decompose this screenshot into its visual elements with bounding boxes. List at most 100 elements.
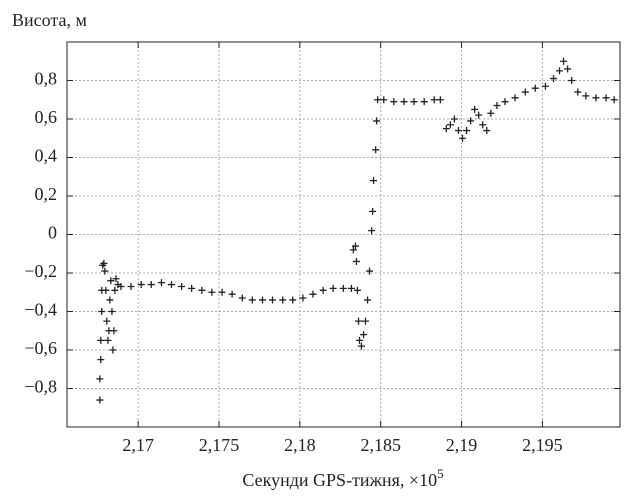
point [560, 57, 568, 65]
point [541, 82, 549, 90]
point [360, 331, 368, 339]
x-tick-label: 2,19 [446, 435, 478, 455]
plot-frame [66, 41, 621, 428]
point [279, 296, 287, 304]
point [167, 281, 175, 289]
point [248, 296, 256, 304]
point [610, 96, 618, 104]
point [364, 296, 372, 304]
y-axis-label: Висота, м [12, 10, 87, 30]
point [410, 98, 418, 106]
y-tick-label: −0,4 [24, 300, 57, 320]
point [355, 317, 363, 325]
x-tick-label: 2,175 [199, 435, 240, 455]
point [97, 356, 105, 364]
point [96, 375, 104, 383]
point [111, 286, 119, 294]
x-axis-label: Секунди GPS-тижня, ×105 [242, 466, 443, 490]
point [400, 98, 408, 106]
point [602, 94, 610, 102]
point [369, 207, 377, 215]
y-tick-label: 0,8 [35, 69, 58, 89]
point [112, 275, 120, 283]
point [98, 308, 106, 315]
point [339, 284, 347, 292]
y-tick-label: 0,2 [35, 184, 58, 204]
point [319, 286, 327, 294]
point [299, 294, 307, 302]
point [104, 336, 112, 344]
point [390, 98, 398, 106]
point [564, 65, 572, 73]
point [483, 127, 491, 135]
point [420, 98, 428, 106]
point [493, 102, 501, 110]
point [430, 96, 438, 104]
point [459, 134, 467, 142]
point [368, 227, 376, 235]
point [374, 96, 382, 104]
point [147, 281, 155, 289]
point [463, 127, 471, 135]
point [446, 121, 454, 129]
x-tick-label: 2,195 [522, 435, 563, 455]
point [556, 67, 564, 75]
point [117, 282, 125, 290]
point [289, 296, 297, 304]
point [550, 75, 558, 83]
point [309, 290, 317, 298]
point [479, 121, 487, 129]
point [188, 284, 196, 292]
point [103, 317, 111, 325]
point [454, 127, 462, 135]
point [568, 77, 576, 84]
point [592, 94, 600, 102]
point [238, 294, 246, 302]
point [531, 84, 539, 92]
point [157, 279, 165, 287]
point [380, 96, 388, 104]
point [582, 92, 590, 100]
point [106, 296, 114, 304]
point [475, 111, 483, 119]
point [487, 109, 495, 117]
point [228, 290, 236, 298]
x-tick-label: 2,17 [122, 435, 154, 455]
point [501, 98, 509, 106]
y-tick-label: −0,2 [24, 261, 57, 281]
point [357, 342, 365, 350]
point [97, 336, 105, 344]
point [137, 281, 145, 289]
y-tick-label: −0,6 [24, 338, 57, 358]
point [101, 267, 109, 275]
y-tick-label: 0,6 [35, 107, 58, 127]
point [110, 327, 118, 335]
point [471, 105, 479, 113]
point [107, 277, 115, 285]
y-tick-label: 0 [48, 223, 57, 243]
x-axis-label-exponent: 5 [437, 466, 444, 481]
point [361, 317, 369, 325]
x-axis-label-text: Секунди GPS-тижня, ×10 [242, 470, 437, 490]
point [127, 282, 135, 290]
point [108, 308, 116, 315]
x-tick-label: 2,18 [284, 435, 316, 455]
point [351, 242, 359, 250]
point [96, 396, 104, 404]
point [109, 346, 117, 354]
point [467, 117, 475, 125]
point [208, 288, 216, 296]
point [356, 336, 364, 344]
point [258, 296, 266, 304]
y-tick-label: 0,4 [35, 146, 58, 166]
point [352, 257, 360, 265]
point [442, 125, 450, 133]
point [218, 288, 226, 296]
y-tick-label: −0,8 [24, 377, 57, 397]
point [574, 88, 582, 96]
point [178, 282, 186, 290]
point [511, 94, 519, 102]
point [329, 284, 337, 292]
point [347, 284, 355, 292]
